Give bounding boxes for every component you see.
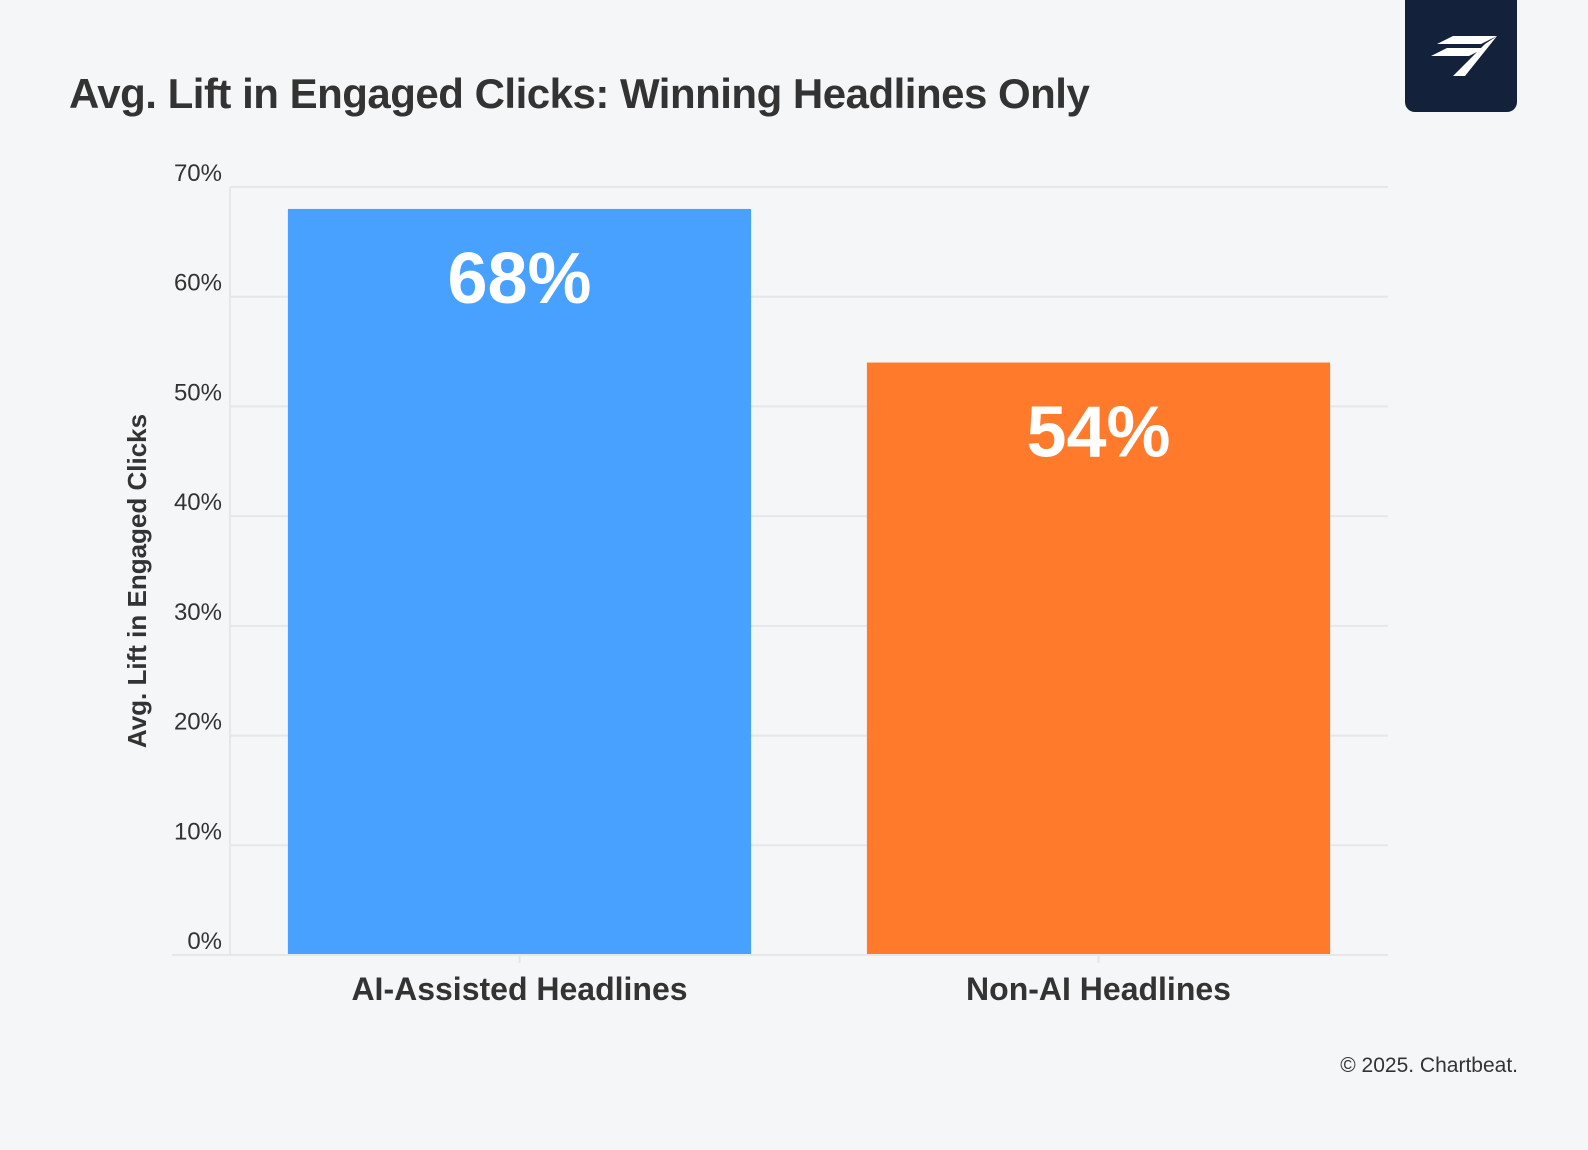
y-tick-label: 60%	[174, 270, 222, 297]
x-category-label: Non-AI Headlines	[966, 971, 1231, 1007]
y-tick-label: 40%	[174, 489, 222, 516]
bar-1	[287, 208, 752, 955]
logo-badge	[1405, 0, 1517, 112]
chart-title: Avg. Lift in Engaged Clicks: Winning Hea…	[69, 70, 1090, 117]
bar-2	[866, 362, 1331, 955]
y-tick-label: 0%	[187, 928, 222, 955]
y-tick-label: 70%	[174, 160, 222, 187]
y-tick-label: 50%	[174, 379, 222, 406]
bar-value-label: 68%	[447, 239, 591, 319]
y-axis-title: Avg. Lift in Engaged Clicks	[122, 414, 152, 748]
copyright-footer: © 2025. Chartbeat.	[1340, 1054, 1518, 1077]
y-tick-label: 20%	[174, 709, 222, 736]
y-tick-label: 30%	[174, 599, 222, 626]
chartbeat-logo-icon	[1431, 36, 1497, 76]
bar-value-label: 54%	[1026, 393, 1170, 473]
y-tick-label: 10%	[174, 818, 222, 845]
x-category-label: AI-Assisted Headlines	[351, 971, 687, 1007]
